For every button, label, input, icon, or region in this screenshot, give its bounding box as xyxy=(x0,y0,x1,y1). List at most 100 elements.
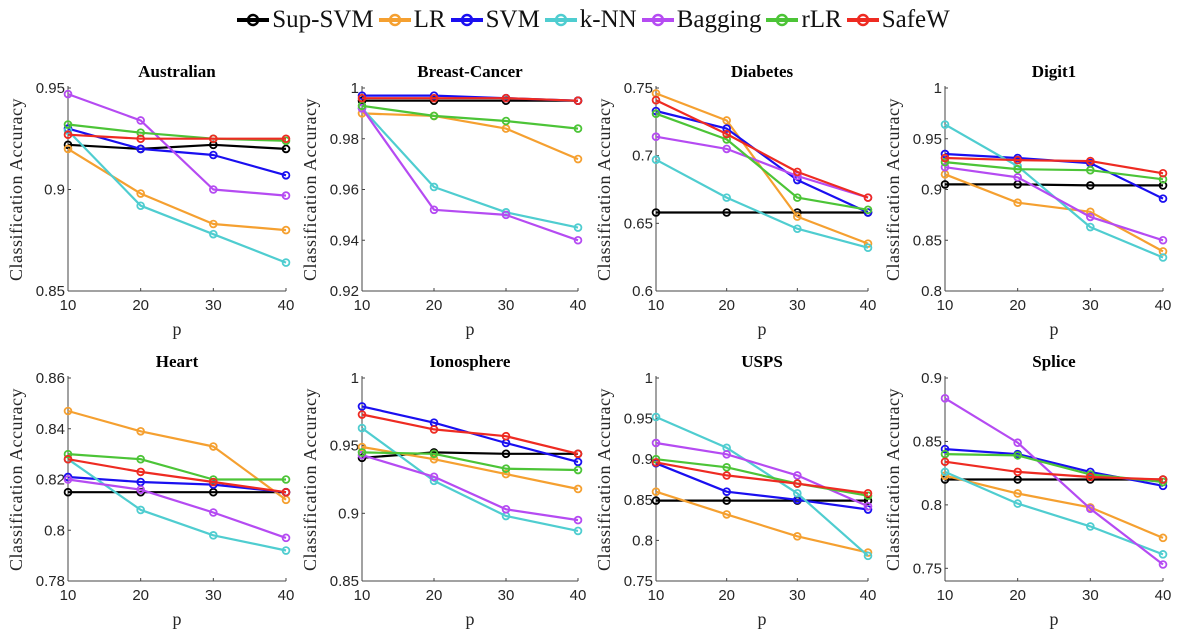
data-point-bagging xyxy=(281,533,291,543)
data-point-k-nn xyxy=(1086,222,1095,232)
legend-item-lr: LR xyxy=(378,6,446,34)
data-point-bagging xyxy=(1158,560,1168,569)
x-tick-label: 20 xyxy=(426,297,443,314)
legend-item-bagging: Bagging xyxy=(641,6,761,34)
y-tick-label: 1 xyxy=(351,370,359,387)
series-line-safew xyxy=(655,99,869,199)
series-line-rlr xyxy=(67,453,286,481)
x-tick-label: 40 xyxy=(1155,587,1172,604)
data-point-rlr xyxy=(722,135,731,144)
data-point-safew xyxy=(136,134,145,144)
series-line-lr xyxy=(67,147,287,232)
x-tick-label: 30 xyxy=(498,587,515,604)
series-line-rlr xyxy=(361,451,579,472)
y-tick-label: 0.85 xyxy=(624,492,653,509)
x-tick-label: 30 xyxy=(498,297,515,314)
data-point-k-nn xyxy=(793,489,802,498)
data-point-k-nn xyxy=(573,223,583,232)
legend: Sup-SVM LR SVM k-NN Bagging rLR SafeW xyxy=(0,2,1186,38)
data-point-bagging xyxy=(357,450,367,460)
y-tick-label: 0.9 xyxy=(44,182,65,199)
series-lr xyxy=(63,406,291,505)
x-axis-label: p xyxy=(466,609,475,629)
x-tick-label: 30 xyxy=(205,297,222,314)
data-point-safew xyxy=(1158,168,1168,178)
y-axis-label: Classification Accuracy xyxy=(594,388,614,571)
y-tick-label: 0.95 xyxy=(36,80,65,97)
panel-digit1: Digit1 0.8 0.85 0.9 0.95 1 10 20 30 40 p Classifica… xyxy=(883,62,1171,339)
data-point-sup-svm xyxy=(651,208,661,217)
series-bagging xyxy=(940,393,1168,569)
data-point-bagging xyxy=(940,393,950,403)
series-bagging xyxy=(651,132,873,202)
y-axis-label: Classification Accuracy xyxy=(883,388,903,571)
x-tick-label: 40 xyxy=(1155,297,1172,314)
data-point-lr xyxy=(1013,489,1022,498)
data-point-k-nn xyxy=(793,224,802,234)
data-point-k-nn xyxy=(940,467,950,477)
data-point-rlr xyxy=(501,464,511,473)
y-axis-label: Classification Accuracy xyxy=(6,98,26,281)
series-safew xyxy=(651,95,873,202)
data-point-lr xyxy=(722,510,731,519)
series-line-sup-svm xyxy=(945,183,1163,187)
legend-label: SafeW xyxy=(881,6,950,33)
data-point-k-nn xyxy=(573,526,583,536)
data-point-sup-svm xyxy=(63,140,73,150)
series-line-bagging xyxy=(361,454,579,522)
data-point-sup-svm xyxy=(722,496,731,505)
x-tick-label: 10 xyxy=(60,297,77,314)
data-point-lr xyxy=(651,487,661,496)
x-tick-label: 10 xyxy=(60,587,77,604)
legend-label: Sup-SVM xyxy=(272,6,374,33)
x-tick-label: 40 xyxy=(860,587,877,604)
data-point-safew xyxy=(573,96,583,105)
x-tick-label: 20 xyxy=(426,587,443,604)
data-point-lr xyxy=(63,144,73,154)
data-point-k-nn xyxy=(1013,499,1022,508)
data-point-safew xyxy=(1013,155,1022,165)
data-point-lr xyxy=(793,532,802,541)
data-point-lr xyxy=(501,469,511,479)
data-point-rlr xyxy=(429,111,439,121)
x-tick-label: 40 xyxy=(570,297,587,314)
series-line-bagging xyxy=(655,441,869,508)
y-tick-label: 0.95 xyxy=(330,438,359,455)
series-line-safew xyxy=(67,458,287,494)
data-point-safew xyxy=(281,487,291,497)
data-point-k-nn xyxy=(357,423,367,433)
y-tick-label: 0.95 xyxy=(913,131,942,148)
data-point-safew xyxy=(722,471,731,480)
series-line-k-nn xyxy=(67,458,287,552)
data-point-bagging xyxy=(281,191,291,200)
y-tick-label: 0.84 xyxy=(36,421,65,438)
series-line-sup-svm xyxy=(67,143,287,150)
series-line-bagging xyxy=(67,93,287,197)
series-bagging xyxy=(357,450,583,525)
series-bagging xyxy=(940,162,1168,245)
y-axis-label: Classification Accuracy xyxy=(300,388,320,571)
data-point-safew xyxy=(1013,467,1022,477)
data-point-safew xyxy=(863,489,873,498)
legend-label: LR xyxy=(413,6,446,33)
data-point-svm xyxy=(940,149,950,159)
x-tick-label: 10 xyxy=(354,297,371,314)
data-point-k-nn xyxy=(281,546,291,555)
series-line-safew xyxy=(944,460,1164,481)
data-point-sup-svm xyxy=(63,487,73,497)
data-point-safew xyxy=(63,130,73,139)
data-point-sup-svm xyxy=(651,496,661,505)
series-rlr xyxy=(63,120,291,146)
y-tick-label: 0.8 xyxy=(44,522,65,539)
data-point-lr xyxy=(357,442,367,452)
series-line-safew xyxy=(655,461,869,495)
data-point-svm xyxy=(281,170,291,180)
panel-usps: USPS 0.75 0.8 0.85 0.9 0.95 1 10 20 30 40 p Classifi… xyxy=(594,352,876,629)
y-tick-label: 0.82 xyxy=(36,472,65,489)
y-tick-label: 0.9 xyxy=(921,182,942,199)
data-point-rlr xyxy=(501,116,511,126)
data-point-svm xyxy=(573,457,583,467)
panel-breast-cancer: Breast-Cancer 0.92 0.94 0.96 0.98 1 10 20 30 40 p C… xyxy=(300,62,586,339)
data-point-lr xyxy=(429,454,439,464)
data-point-k-nn xyxy=(281,258,291,267)
